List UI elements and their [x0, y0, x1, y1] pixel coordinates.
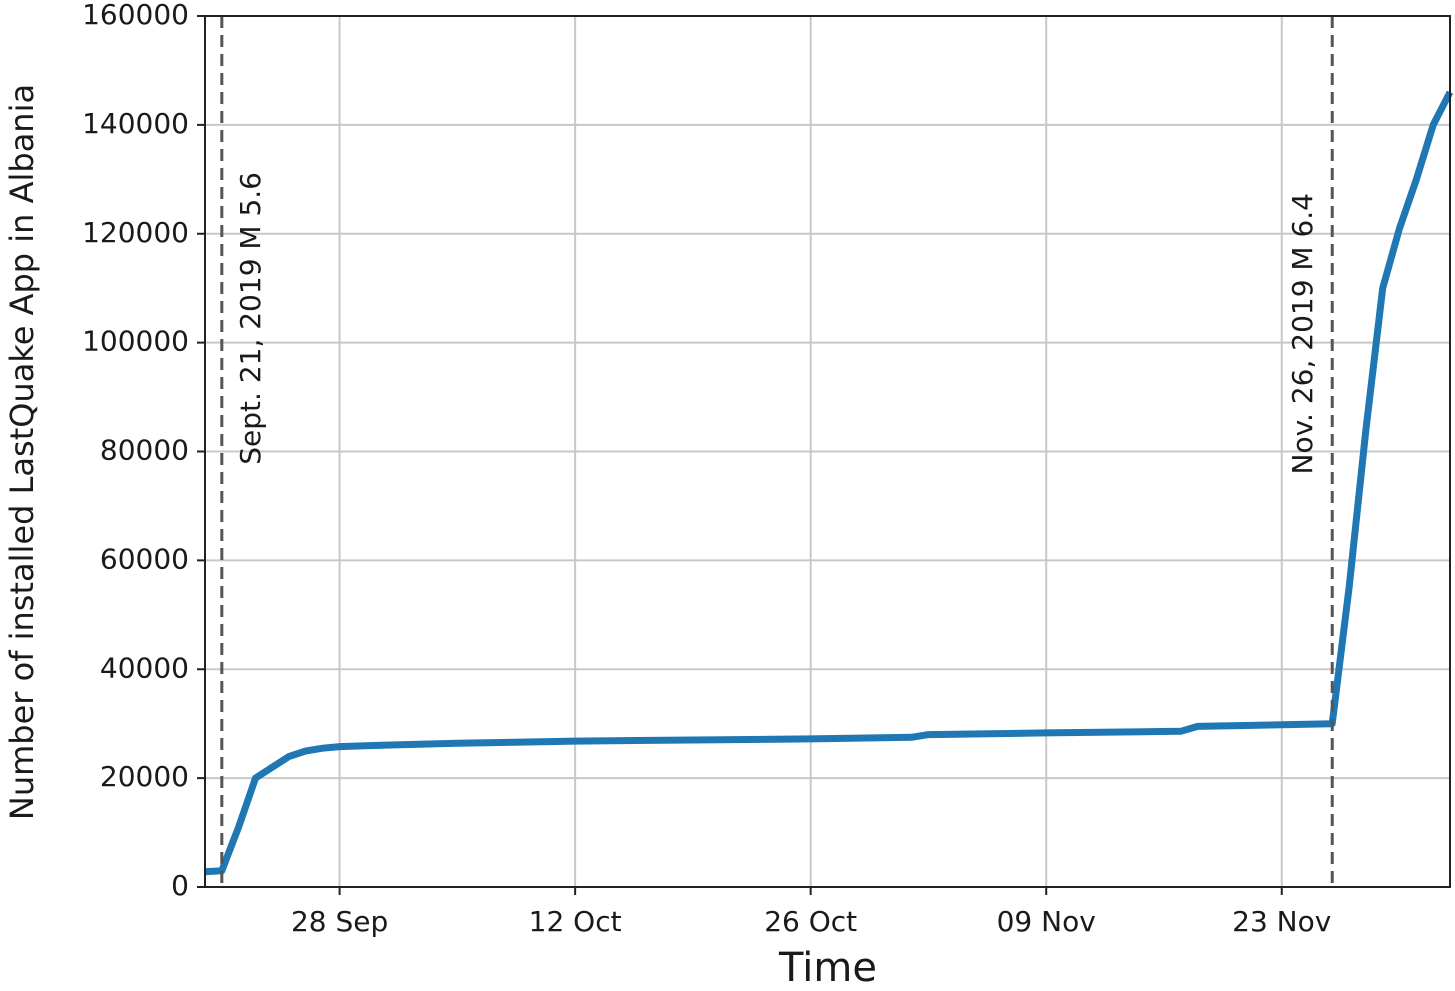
- y-tick-label: 0: [171, 869, 189, 902]
- x-tick-label: 26 Oct: [764, 905, 857, 938]
- y-tick-label: 40000: [100, 651, 189, 684]
- y-tick-label: 160000: [82, 0, 189, 31]
- plot-frame: [204, 15, 1451, 888]
- y-tick-label: 140000: [82, 107, 189, 140]
- x-tick-label: 09 Nov: [997, 905, 1096, 938]
- x-tick-label: 23 Nov: [1232, 905, 1331, 938]
- y-tick-label: 100000: [82, 325, 189, 358]
- x-tick-label: 28 Sep: [291, 905, 388, 938]
- x-tick-label: 12 Oct: [529, 905, 622, 938]
- data-line: [204, 90, 1454, 876]
- y-axis-title: Number of installed LastQuake App in Alb…: [3, 84, 41, 820]
- event-label: Sept. 21, 2019 M 5.6: [234, 172, 267, 465]
- y-tick-label: 20000: [100, 760, 189, 793]
- event-label: Nov. 26, 2019 M 6.4: [1286, 193, 1319, 474]
- x-axis-title: Time: [778, 945, 877, 991]
- y-tick-label: 120000: [82, 216, 189, 249]
- y-tick-label: 60000: [100, 542, 189, 575]
- y-tick-label: 80000: [100, 434, 189, 467]
